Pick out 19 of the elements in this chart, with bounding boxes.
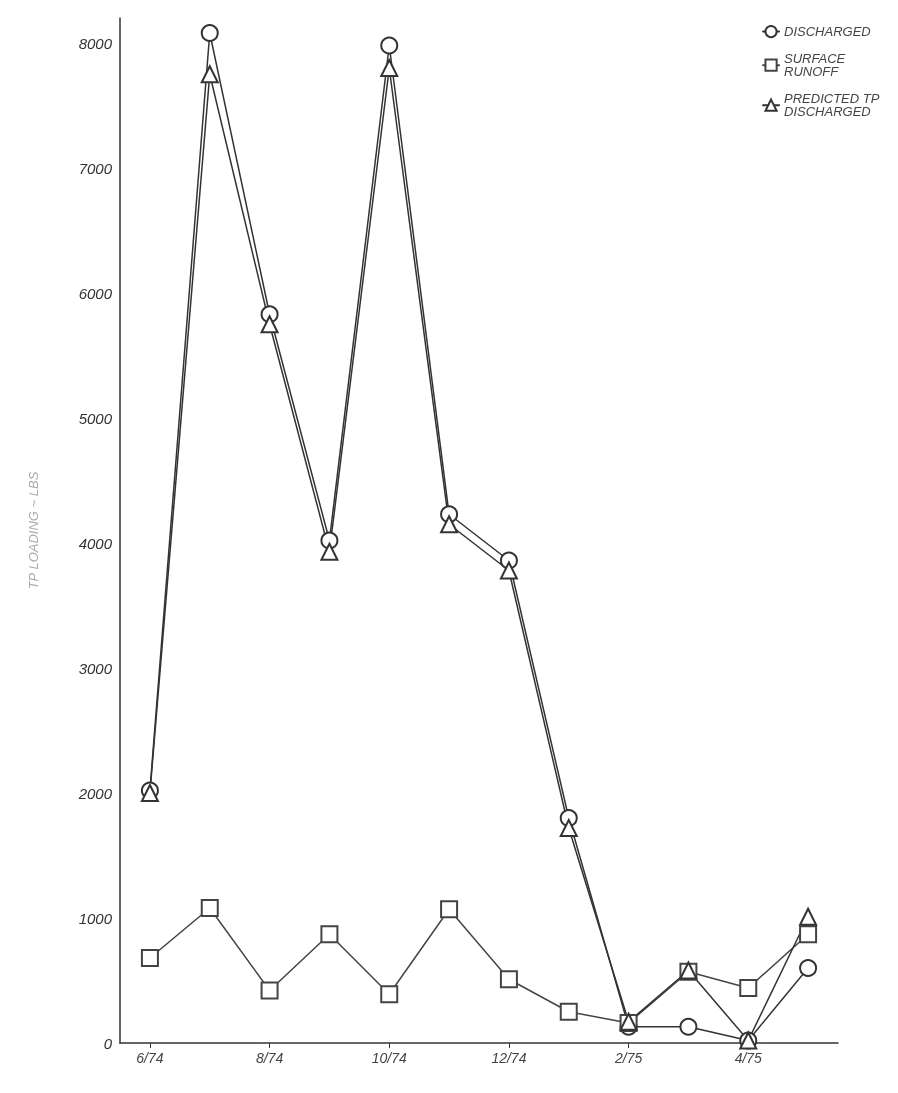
y-tick-label: 7000 [78,159,113,177]
y-tick-label: 0 [103,1034,113,1052]
x-tick-label: 6/74 [136,1050,164,1066]
y-tick-label: 8000 [78,34,113,52]
y-tick-label: 1000 [78,909,113,927]
x-tick-label: 2/75 [613,1050,643,1066]
x-tick-label: 10/74 [371,1050,407,1066]
y-tick-label: 6000 [78,284,113,302]
y-axis-title: TP LOADING ~ LBS [26,471,41,590]
x-tick-label: 8/74 [255,1050,284,1066]
legend-label: SURFACE RUNOFF [784,51,849,80]
y-tick-label: 4000 [78,534,113,552]
y-tick-label: 2000 [77,784,113,802]
y-tick-label: 3000 [78,659,113,677]
y-tick-label: 5000 [78,409,113,427]
x-tick-label: 12/74 [491,1050,527,1066]
legend-label: PREDICTED TP DISCHARGED [784,91,883,120]
x-tick-label: 4/75 [734,1050,763,1066]
legend-label: DISCHARGED [784,24,871,40]
